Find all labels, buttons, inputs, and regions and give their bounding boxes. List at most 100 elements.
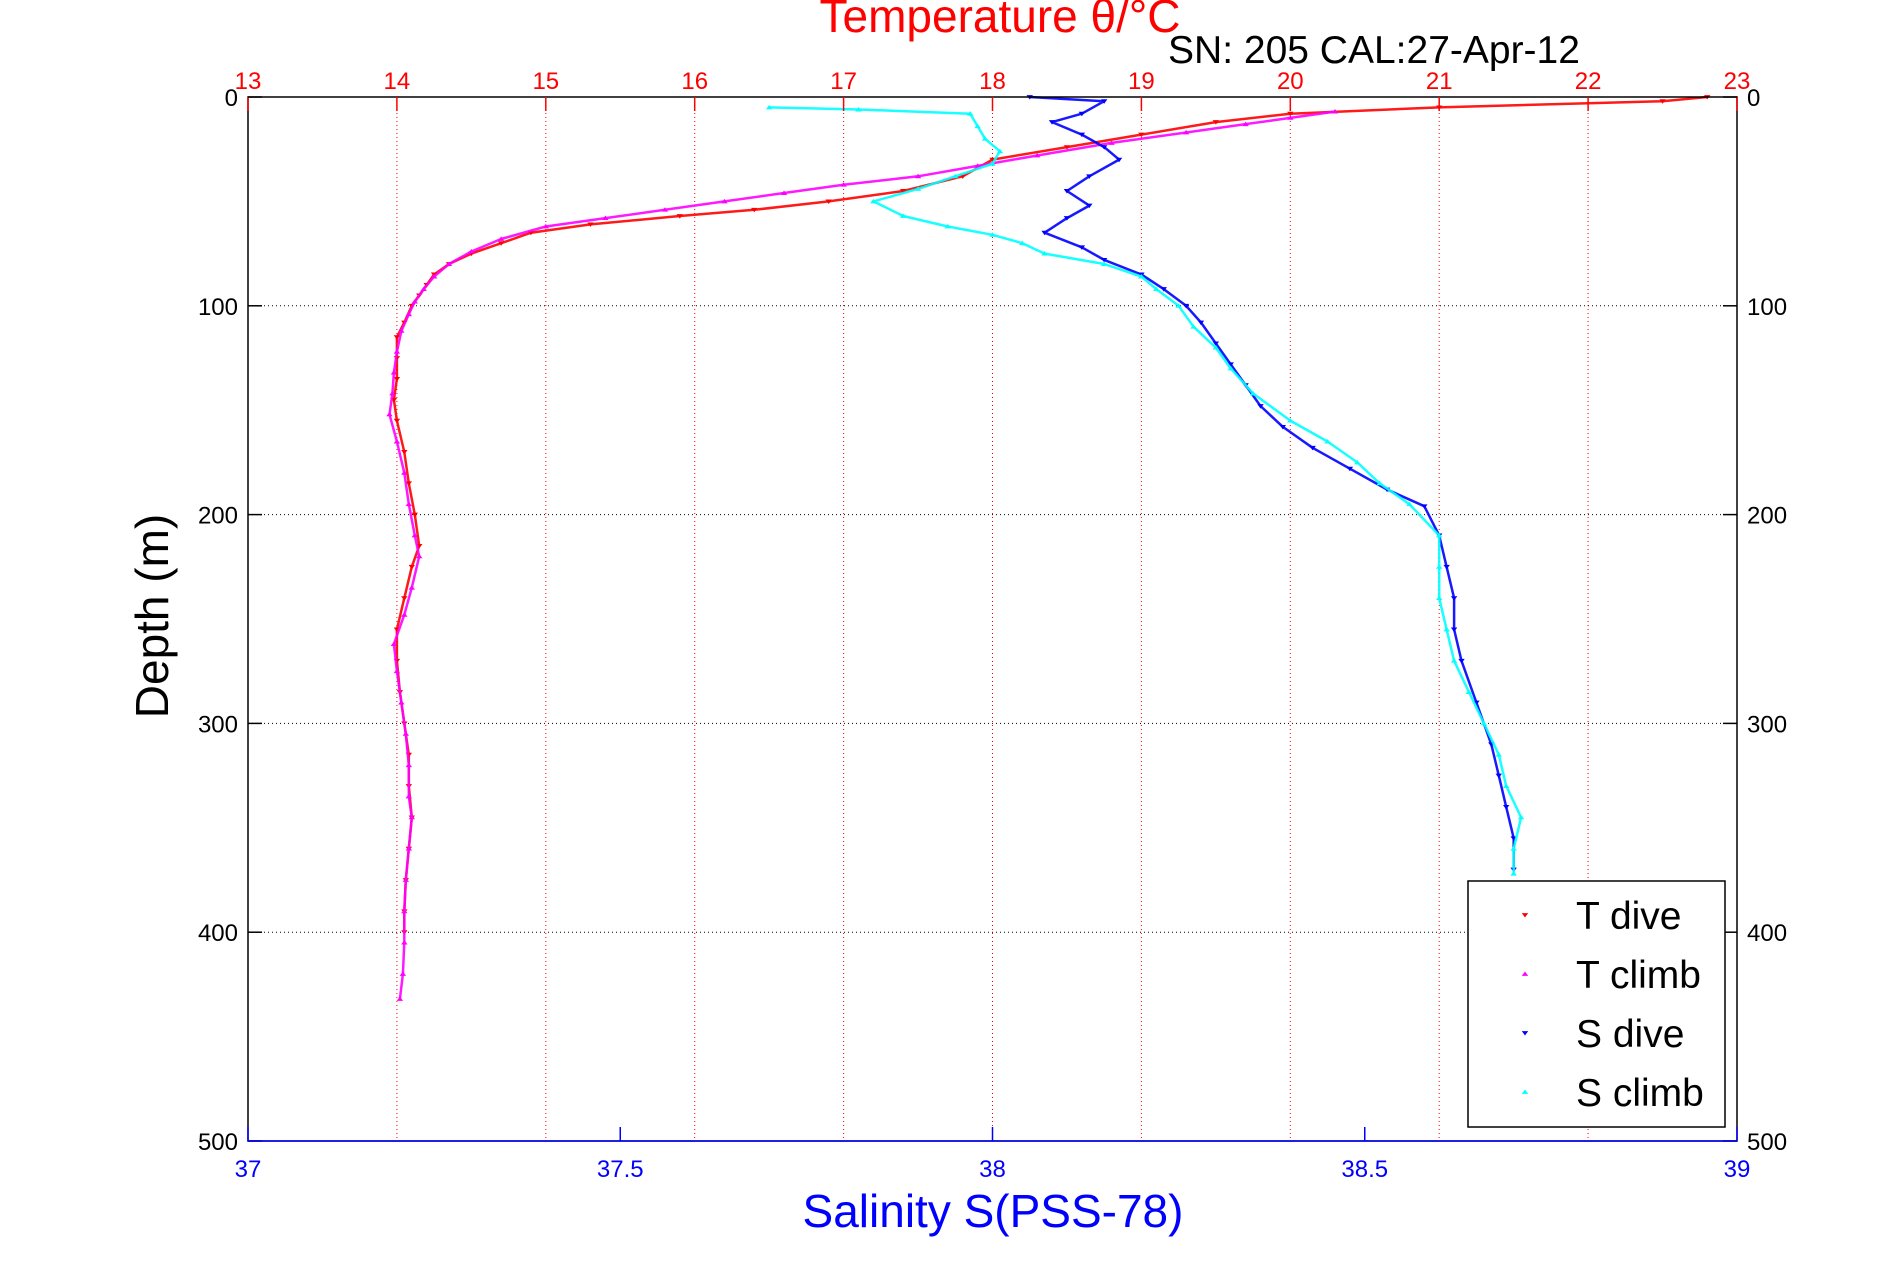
data-point [989,232,996,237]
data-point [390,641,398,646]
data-point [1510,846,1517,851]
data-point [1659,99,1666,104]
data-point [1115,157,1123,163]
data-point [1354,459,1361,465]
depth-tick-label-left: 100 [198,294,238,321]
data-point [1108,140,1115,145]
series-trace [1029,95,1515,870]
data-point [401,940,408,945]
data-point [399,971,407,976]
temperature-tick-label: 22 [1575,68,1602,95]
data-point [1100,99,1108,104]
data-point [398,328,405,333]
data-point [825,199,832,204]
data-point [1227,362,1234,367]
data-point [1495,752,1502,757]
depth-tick-label-right: 500 [1747,1129,1787,1156]
data-point [1436,532,1443,538]
data-point [1138,132,1145,138]
data-point [411,299,418,304]
chart-title: Temperature θ/°C [820,0,1181,42]
series-t-climb [386,109,1339,1001]
data-point [1063,216,1071,221]
legend-label: T dive [1576,895,1682,938]
data-point [1078,245,1086,250]
legend-marker [1521,1089,1529,1094]
data-point [408,564,415,570]
data-point [1063,189,1071,194]
depth-tick-label-right: 300 [1747,711,1787,738]
temperature-tick-label: 13 [235,68,262,95]
data-point [1212,341,1220,346]
data-point [1376,480,1383,486]
chart-subtitle: SN: 205 CAL:27-Apr-12 [1168,29,1580,72]
data-point [870,198,877,204]
series-trace [769,106,1523,874]
data-point [855,106,862,112]
data-point [1309,445,1316,451]
data-point [393,349,401,354]
data-point [765,104,773,110]
data-point [1138,274,1145,279]
data-point [1100,257,1108,263]
data-point [1182,303,1190,309]
legend-marker [1521,971,1529,976]
data-point [1436,564,1443,569]
data-point [1495,773,1502,779]
data-point [1019,240,1026,246]
data-point [1324,438,1331,444]
temperature-tick-label: 21 [1426,68,1453,95]
data-point [1406,501,1413,507]
data-point [420,286,427,292]
series-s-dive [1026,95,1517,873]
data-point [1197,320,1205,326]
data-point [1063,145,1071,150]
data-point [1086,174,1093,179]
legend-marker [1521,1031,1529,1036]
data-point [1458,658,1465,664]
data-point [721,198,728,204]
data-point [405,762,413,768]
depth-tick-label-left: 300 [198,711,238,738]
data-point [602,215,609,221]
data-point [1331,109,1339,114]
data-point [1287,418,1294,423]
data-point [542,223,549,229]
data-point [1450,658,1458,663]
data-point [408,814,415,820]
data-point [952,173,959,179]
data-point [405,481,413,486]
data-point [405,501,413,507]
data-point [989,161,996,166]
data-point [914,186,922,191]
data-point [1421,504,1428,509]
y-axis-label: Depth (m) [126,514,178,718]
data-point [497,236,505,241]
data-point [411,512,418,518]
data-point [974,163,981,168]
data-point [445,261,453,266]
x-axis-label: Salinity S(PSS-78) [803,1185,1184,1237]
data-point [1436,595,1443,601]
data-point [393,418,401,424]
data-point [1443,626,1450,632]
depth-tick-label-right: 100 [1747,294,1787,321]
legend-label: S climb [1576,1072,1704,1115]
data-point [1450,596,1458,601]
data-point [402,731,410,736]
data-point [1287,115,1294,120]
data-point [393,668,401,674]
data-point [430,274,438,279]
data-point [661,207,669,212]
data-point [996,148,1004,154]
legend-label: S dive [1576,1013,1684,1056]
data-point [1287,111,1294,117]
series-s-climb [765,104,1525,876]
data-point [1033,152,1041,158]
data-point [408,585,415,590]
data-point [396,996,404,1001]
data-point [401,470,408,475]
data-point [899,189,907,194]
data-point [1041,230,1048,236]
data-point [1175,303,1182,308]
